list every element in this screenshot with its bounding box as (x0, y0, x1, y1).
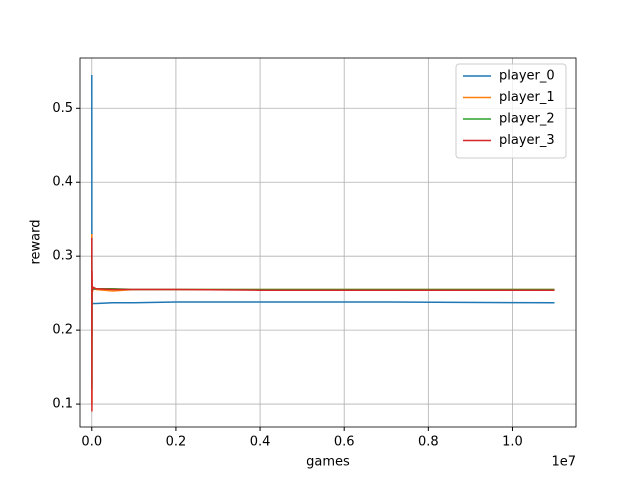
legend-label: player_0 (499, 69, 555, 84)
y-tick-label: 0.2 (52, 323, 73, 338)
x-tick-label: 0.4 (250, 435, 271, 450)
y-tick-label: 0.3 (52, 249, 73, 264)
y-tick-label: 0.1 (52, 397, 73, 412)
x-offset-label: 1e7 (551, 455, 576, 470)
legend: player_0 player_1 player_2 player_3 (455, 63, 567, 159)
x-tick-label: 0.2 (166, 435, 187, 450)
x-tick-label: 0.0 (81, 435, 102, 450)
legend-label: player_2 (499, 112, 555, 127)
legend-box (455, 63, 567, 159)
x-tick-label: 0.6 (334, 435, 355, 450)
x-tick-label: 1.0 (502, 435, 523, 450)
y-axis-label: reward (29, 219, 44, 264)
plot-frame (79, 57, 577, 428)
legend-label: player_1 (499, 90, 555, 105)
y-tick-label: 0.5 (52, 101, 73, 116)
x-tick-label: 0.8 (418, 435, 439, 450)
y-tick-label: 0.4 (52, 175, 73, 190)
legend-label: player_3 (499, 133, 555, 148)
line-series (91, 237, 555, 412)
x-axis-label: games (306, 455, 350, 470)
